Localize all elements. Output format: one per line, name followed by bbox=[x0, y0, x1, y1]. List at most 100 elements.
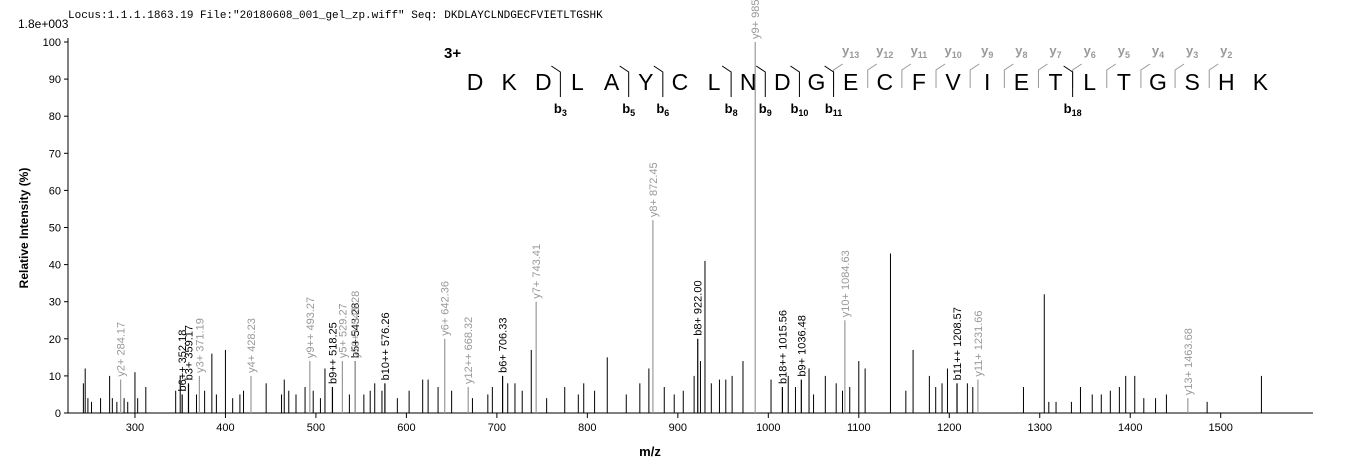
x-tick-label: 1300 bbox=[1028, 422, 1052, 434]
y-tick-label: 10 bbox=[49, 371, 61, 383]
y-ion-number: 12 bbox=[883, 50, 893, 60]
y-tick-label: 80 bbox=[49, 111, 61, 123]
b-ion-prefix: b bbox=[1064, 101, 1072, 116]
y-ion-number: 11 bbox=[918, 50, 928, 60]
residue: D bbox=[774, 69, 791, 95]
y-ion-marker bbox=[1140, 63, 1151, 88]
x-tick-label: 300 bbox=[126, 422, 144, 434]
b-ion-prefix: b bbox=[554, 101, 562, 116]
residue: I bbox=[984, 69, 990, 95]
b-ion-number: 10 bbox=[798, 108, 808, 118]
y-tick-label: 60 bbox=[49, 185, 61, 197]
residue: L bbox=[1083, 69, 1096, 95]
b-ion-label: b18 bbox=[1064, 101, 1082, 118]
peak-label: y9++ 493.27 bbox=[305, 297, 317, 358]
b-ion-label: b9 bbox=[759, 101, 772, 118]
y-ion-label: y7 bbox=[1049, 43, 1061, 60]
y-ion-marker bbox=[969, 63, 980, 88]
x-tick-label: 1100 bbox=[847, 422, 871, 434]
b-ion-number: 3 bbox=[562, 108, 567, 118]
y-ion-prefix: y bbox=[1220, 43, 1228, 58]
peak-label: y2+ 284.17 bbox=[116, 322, 128, 377]
x-tick-label: 1000 bbox=[756, 422, 780, 434]
y-ion-label: y8 bbox=[1015, 43, 1027, 60]
residue: A bbox=[604, 69, 620, 95]
peak-label: b11++ 1208.57 bbox=[952, 307, 964, 380]
residue: V bbox=[945, 69, 961, 95]
peak-label: y3+ 371.19 bbox=[194, 318, 206, 373]
residue: L bbox=[571, 69, 584, 95]
charge-label: 3+ bbox=[444, 45, 461, 62]
x-tick-label: 1500 bbox=[1208, 422, 1232, 434]
peak-label: b18++ 1015.56 bbox=[777, 310, 789, 384]
peak-label: b6+ 706.33 bbox=[498, 318, 510, 373]
residue: L bbox=[708, 69, 721, 95]
y-ion-label: y12 bbox=[876, 43, 893, 60]
y-tick-label: 20 bbox=[49, 334, 61, 346]
residue: C bbox=[672, 69, 689, 95]
b-ion-marker bbox=[824, 65, 835, 97]
residue: C bbox=[876, 69, 893, 95]
x-tick-label: 400 bbox=[216, 422, 234, 434]
y-tick-label: 30 bbox=[49, 297, 61, 309]
residue: D bbox=[535, 69, 552, 95]
peak-label: y4+ 428.23 bbox=[246, 318, 258, 373]
x-axis-label: m/z bbox=[639, 444, 661, 459]
y-ion-marker bbox=[1174, 63, 1185, 88]
y-tick-label: 90 bbox=[49, 74, 61, 86]
y-ion-marker bbox=[1208, 63, 1219, 88]
b-ion-prefix: b bbox=[759, 101, 767, 116]
b-ion-label: b3 bbox=[554, 101, 567, 118]
y-axis-label: Relative Intensity (%) bbox=[17, 168, 31, 289]
b-ion-label: b5 bbox=[622, 101, 635, 118]
y-ion-prefix: y bbox=[876, 43, 884, 58]
b-ion-number: 8 bbox=[733, 108, 738, 118]
b-ion-number: 18 bbox=[1072, 108, 1082, 118]
residue: K bbox=[1253, 69, 1269, 95]
b-ion-marker bbox=[619, 65, 630, 97]
peak-label: y9+ 985.53 bbox=[750, 0, 762, 39]
y-ion-label: y4 bbox=[1152, 43, 1164, 60]
y-ion-prefix: y bbox=[911, 43, 919, 58]
b-ion-label: b6 bbox=[656, 101, 669, 118]
y-ion-prefix: y bbox=[1152, 43, 1160, 58]
peak-label: y8+ 872.45 bbox=[648, 162, 660, 217]
y-tick-label: 0 bbox=[55, 408, 61, 420]
x-tick-label: 500 bbox=[307, 422, 325, 434]
y-ion-label: y9 bbox=[981, 43, 993, 60]
y-ion-marker bbox=[1037, 63, 1048, 88]
b-ion-prefix: b bbox=[656, 101, 664, 116]
y-scale-label: 1.8e+003 bbox=[18, 17, 69, 31]
y-ion-number: 5 bbox=[1125, 50, 1130, 60]
y-ion-marker bbox=[1003, 63, 1014, 88]
peak-label: b8+ 922.00 bbox=[693, 280, 705, 335]
b-ion-marker bbox=[1063, 65, 1074, 97]
residue: H bbox=[1218, 69, 1235, 95]
x-tick-label: 1200 bbox=[937, 422, 961, 434]
y-ion-prefix: y bbox=[1084, 43, 1092, 58]
residue: S bbox=[1184, 69, 1199, 95]
y-tick-label: 100 bbox=[43, 37, 61, 49]
y-ion-label: y10 bbox=[944, 43, 961, 60]
y-ion-marker bbox=[867, 63, 878, 88]
chart-title: Locus:1.1.1.1863.19 File:"20180608_001_g… bbox=[68, 10, 603, 22]
x-tick-label: 700 bbox=[488, 422, 506, 434]
x-tick-label: 600 bbox=[397, 422, 415, 434]
residue: T bbox=[1049, 69, 1063, 95]
b-ion-prefix: b bbox=[725, 101, 733, 116]
y-ion-marker bbox=[935, 63, 946, 88]
y-ion-marker bbox=[1106, 63, 1117, 88]
y-ion-label: y11 bbox=[911, 43, 928, 60]
y-ion-number: 7 bbox=[1057, 50, 1062, 60]
peak-label: y7+ 743.41 bbox=[531, 244, 543, 299]
x-tick-label: 800 bbox=[578, 422, 596, 434]
b-ion-prefix: b bbox=[825, 101, 833, 116]
residue: G bbox=[1149, 69, 1167, 95]
peak-label: y6+ 642.36 bbox=[440, 281, 452, 336]
peak-label: b9++ 518.25 bbox=[327, 322, 339, 384]
y-ion-marker bbox=[901, 63, 912, 88]
peak-label: b5+ 543.28 bbox=[350, 303, 362, 358]
residue: Y bbox=[638, 69, 653, 95]
b-ion-prefix: b bbox=[790, 101, 798, 116]
